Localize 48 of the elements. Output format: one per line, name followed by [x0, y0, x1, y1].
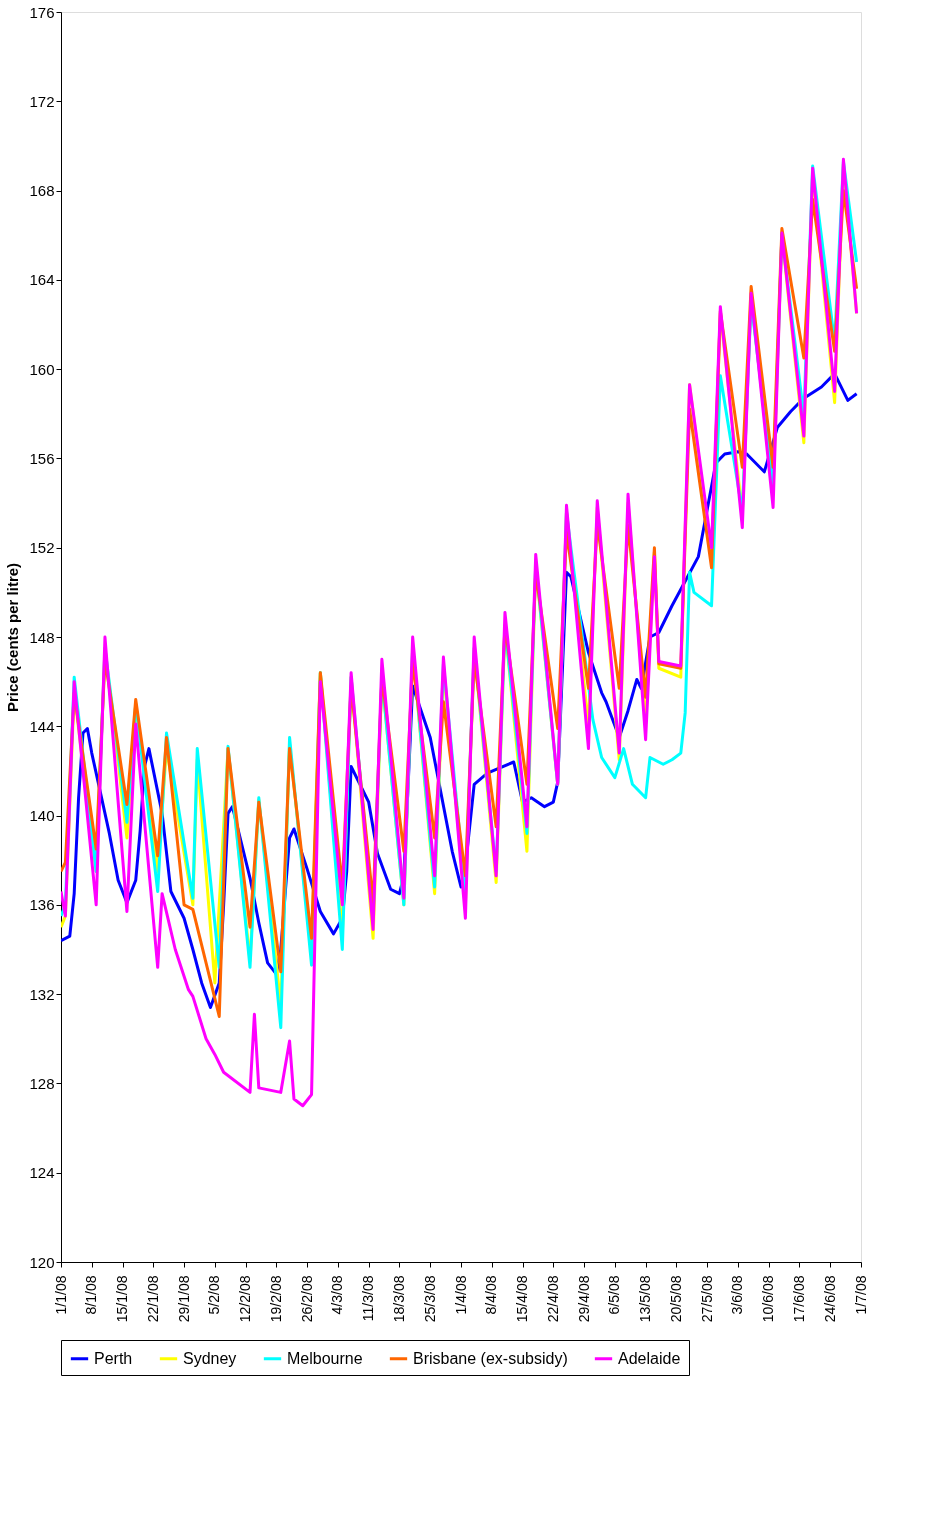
legend-label: Perth [94, 1349, 133, 1367]
x-tick-label: 22/1/08 [144, 1275, 161, 1323]
y-tick-label: 136 [29, 896, 55, 914]
y-tick-label: 124 [29, 1164, 55, 1182]
legend-label: Adelaide [618, 1349, 681, 1367]
x-tick-label: 11/3/08 [360, 1275, 377, 1322]
x-tick-label: 26/2/08 [298, 1275, 315, 1323]
x-tick-label: 13/5/08 [637, 1275, 654, 1323]
y-tick-label: 128 [29, 1074, 55, 1092]
y-tick-label: 168 [29, 182, 55, 200]
y-tick-label: 152 [29, 539, 55, 557]
x-tick-label: 10/6/08 [760, 1275, 777, 1323]
x-tick-label: 24/6/08 [821, 1275, 838, 1323]
y-tick-label: 120 [29, 1253, 55, 1271]
x-tick-label: 19/2/08 [267, 1275, 284, 1323]
y-tick-label: 176 [29, 3, 55, 21]
y-tick-label: 172 [29, 92, 55, 110]
y-tick-label: 164 [29, 271, 55, 289]
y-tick-label: 140 [29, 807, 55, 825]
x-tick-label: 5/2/08 [206, 1275, 223, 1315]
y-tick-label: 144 [29, 717, 55, 735]
x-tick-label: 1/7/08 [852, 1275, 869, 1315]
y-tick-label: 156 [29, 449, 55, 467]
legend-label: Melbourne [287, 1349, 363, 1367]
x-tick-label: 15/1/08 [114, 1275, 131, 1323]
x-tick-label: 3/6/08 [729, 1275, 746, 1315]
y-tick-label: 148 [29, 628, 55, 646]
x-tick-label: 1/4/08 [452, 1275, 469, 1315]
x-tick-label: 8/4/08 [483, 1275, 500, 1315]
x-tick-label: 27/5/08 [698, 1275, 715, 1323]
x-tick-label: 17/6/08 [790, 1275, 807, 1323]
x-tick-label: 25/3/08 [421, 1275, 438, 1323]
y-tick-label: 160 [29, 360, 55, 378]
x-tick-label: 6/5/08 [606, 1275, 623, 1315]
x-tick-label: 4/3/08 [329, 1275, 346, 1315]
x-tick-label: 29/1/08 [175, 1275, 192, 1323]
x-tick-label: 15/4/08 [514, 1275, 531, 1323]
x-tick-label: 18/3/08 [390, 1275, 407, 1323]
x-tick-label: 8/1/08 [83, 1275, 100, 1315]
x-tick-label: 22/4/08 [544, 1275, 561, 1323]
x-tick-label: 1/1/08 [52, 1275, 69, 1315]
x-tick-label: 29/4/08 [575, 1275, 592, 1323]
y-axis-title: Price (cents per litre) [4, 562, 22, 713]
y-tick-label: 132 [29, 985, 55, 1003]
legend-label: Brisbane (ex-subsidy) [413, 1349, 568, 1367]
x-tick-label: 20/5/08 [667, 1275, 684, 1323]
legend-label: Sydney [183, 1349, 237, 1367]
x-tick-label: 12/2/08 [237, 1275, 254, 1323]
